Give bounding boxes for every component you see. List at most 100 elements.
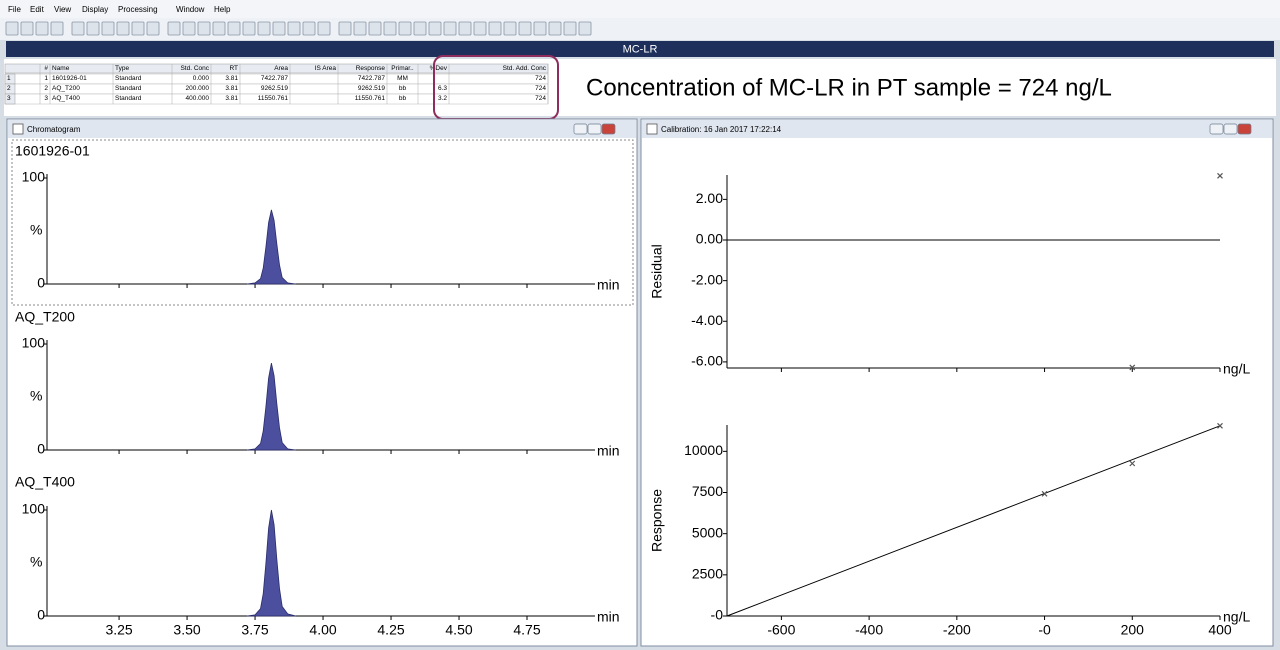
window-button[interactable]	[587, 123, 602, 135]
table-cell: AQ_T200	[52, 85, 80, 92]
toolbar-button[interactable]	[116, 21, 130, 36]
menu-item[interactable]: Edit	[30, 5, 45, 14]
toolbar-button[interactable]	[473, 21, 487, 36]
panel-name: AQ_T200	[15, 309, 75, 325]
table-cell: 1601926-01	[52, 75, 87, 82]
x-unit: min	[597, 609, 620, 625]
toolbar-button[interactable]	[488, 21, 502, 36]
toolbar-button[interactable]	[443, 21, 457, 36]
toolbar-button[interactable]	[353, 21, 367, 36]
toolbar-button[interactable]	[383, 21, 397, 36]
y-axis-label: %	[30, 388, 42, 404]
window-button[interactable]	[1223, 123, 1238, 135]
toolbar-button[interactable]	[548, 21, 562, 36]
table-cell: 11550.761	[258, 95, 289, 102]
banner-title: MC-LR	[623, 43, 658, 55]
y-tick-label: 7500	[692, 483, 723, 499]
toolbar-button[interactable]	[518, 21, 532, 36]
window-button[interactable]	[1237, 123, 1252, 135]
window-button[interactable]	[573, 123, 588, 135]
x-unit: ng/L	[1223, 609, 1250, 625]
table-cell: 0.000	[193, 75, 210, 82]
toolbar-button[interactable]	[242, 21, 256, 36]
menu-item[interactable]: File	[8, 5, 21, 14]
toolbar-button[interactable]	[413, 21, 427, 36]
y-tick-label: 0	[37, 441, 45, 457]
toolbar-button[interactable]	[197, 21, 211, 36]
table-cell: Standard	[115, 85, 142, 92]
toolbar-button[interactable]	[317, 21, 331, 36]
x-tick-label: 4.00	[309, 622, 336, 638]
table-cell: 3.81	[225, 95, 238, 102]
table-cell: Standard	[115, 95, 142, 102]
table-cell: 724	[535, 95, 546, 102]
toolbar-button[interactable]	[35, 21, 49, 36]
table-cell: Standard	[115, 75, 142, 82]
toolbar-button[interactable]	[86, 21, 100, 36]
window-title-bar	[8, 120, 636, 138]
menu-item[interactable]: Window	[176, 5, 205, 14]
x-tick-label: 200	[1121, 622, 1145, 638]
toolbar-button[interactable]	[167, 21, 181, 36]
toolbar-button[interactable]	[428, 21, 442, 36]
toolbar-button[interactable]	[212, 21, 226, 36]
toolbar-button[interactable]	[257, 21, 271, 36]
x-tick-label: 400	[1208, 622, 1232, 638]
menu-item[interactable]: View	[54, 5, 71, 14]
toolbar-button[interactable]	[503, 21, 517, 36]
y-tick-label: -6.00	[691, 353, 723, 369]
toolbar-button[interactable]	[20, 21, 34, 36]
toolbar-button[interactable]	[533, 21, 547, 36]
data-point	[1217, 172, 1223, 179]
table-cell: 3.81	[225, 85, 238, 92]
column-header: Std. Conc	[180, 65, 209, 72]
toolbar-button[interactable]	[398, 21, 412, 36]
toolbar-button[interactable]	[5, 21, 19, 36]
window-title: Calibration: 16 Jan 2017 17:22:14	[661, 125, 782, 134]
menu-item[interactable]: Processing	[118, 5, 158, 14]
toolbar-button[interactable]	[50, 21, 64, 36]
x-tick-label: 4.25	[377, 622, 404, 638]
y-tick-label: 0	[37, 275, 45, 291]
x-tick-label: -400	[855, 622, 883, 638]
table-cell: 724	[535, 85, 546, 92]
window-icon	[12, 123, 24, 135]
toolbar-button[interactable]	[146, 21, 160, 36]
sample-table: # Name Type Std. Conc RT Area IS Area Response P…	[4, 63, 549, 105]
toolbar-button[interactable]	[131, 21, 145, 36]
menu-item[interactable]: Display	[82, 5, 108, 14]
toolbar-button[interactable]	[368, 21, 382, 36]
toolbar-button[interactable]	[272, 21, 286, 36]
toolbar-button[interactable]	[182, 21, 196, 36]
x-tick-label: 4.75	[513, 622, 540, 638]
table-cell: 2	[44, 85, 48, 92]
toolbar-button[interactable]	[227, 21, 241, 36]
peak	[246, 209, 296, 285]
y-axis-label: Response	[649, 489, 665, 552]
y-tick-label: -4.00	[691, 312, 723, 328]
toolbar-button[interactable]	[287, 21, 301, 36]
menu-bar	[0, 0, 1280, 18]
data-point	[1217, 422, 1223, 429]
toolbar-button[interactable]	[458, 21, 472, 36]
row-label: 1	[7, 75, 11, 82]
window-button[interactable]	[1209, 123, 1224, 135]
table-cell: 9262.519	[358, 85, 385, 92]
toolbar-button[interactable]	[101, 21, 115, 36]
x-tick-label: -200	[943, 622, 971, 638]
y-tick-label: -2.00	[691, 271, 723, 287]
menu-item[interactable]: Help	[214, 5, 231, 14]
window-button[interactable]	[601, 123, 616, 135]
toolbar-button[interactable]	[338, 21, 352, 36]
column-header: Area	[274, 65, 288, 72]
table-cell: 1	[44, 75, 48, 82]
column-header: Type	[115, 65, 129, 72]
toolbar-button[interactable]	[578, 21, 592, 36]
toolbar-button[interactable]	[71, 21, 85, 36]
table-cell: MM	[397, 75, 408, 82]
toolbar-button[interactable]	[302, 21, 316, 36]
y-axis-label: %	[30, 222, 42, 238]
toolbar-button[interactable]	[563, 21, 577, 36]
row-header	[4, 93, 16, 105]
